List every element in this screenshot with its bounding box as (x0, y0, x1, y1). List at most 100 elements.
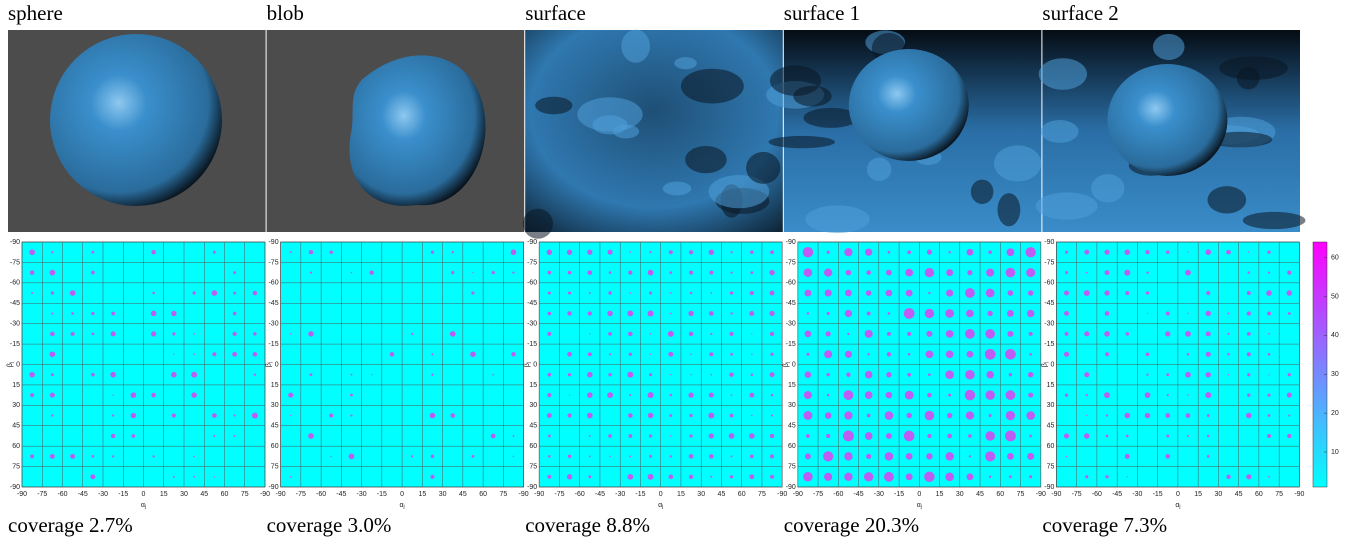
heat-blob (29, 372, 34, 377)
heat-blob (866, 270, 871, 275)
heat-blob (1065, 393, 1068, 396)
heat-blob (908, 353, 910, 355)
heat-blob (1085, 475, 1088, 478)
heat-blob (290, 476, 292, 478)
heat-blob (308, 331, 313, 336)
heat-blob (688, 393, 693, 398)
heat-blob (730, 414, 734, 418)
heat-blob (770, 311, 775, 316)
heat-blob (630, 292, 632, 294)
heat-blob (650, 333, 651, 334)
heat-blob (1006, 268, 1016, 278)
heat-blob (608, 373, 611, 376)
x-tick-label: -90 (276, 491, 286, 498)
heat-blob (431, 374, 433, 376)
heat-blob (669, 250, 673, 254)
heat-blob (1267, 251, 1270, 254)
heat-blob (472, 455, 475, 458)
heat-blob (690, 374, 691, 375)
heat-blob (308, 433, 314, 439)
heat-blob (513, 435, 515, 437)
heat-blob (1185, 372, 1191, 378)
y-tick-label: 60 (12, 443, 20, 450)
heat-blob (926, 331, 932, 337)
heat-blob (253, 352, 258, 357)
heat-blob (350, 394, 353, 397)
heat-blob (1187, 435, 1189, 437)
heat-blob (669, 414, 672, 417)
heat-blob (906, 473, 913, 480)
y-tick-label: 30 (271, 402, 279, 409)
heat-blob (1125, 291, 1129, 295)
x-tick-label: 75 (758, 491, 766, 498)
y-tick-label: -15 (1044, 341, 1054, 348)
heat-blob (967, 270, 972, 275)
heat-blob (112, 455, 114, 457)
heat-blob (30, 270, 34, 274)
heat-blob (805, 453, 811, 459)
heat-blob (214, 476, 215, 477)
heat-blob (867, 414, 871, 418)
heat-blob (1165, 413, 1170, 418)
heat-blob (492, 271, 495, 274)
heat-blob (749, 433, 754, 438)
heat-blob (548, 292, 551, 295)
heat-blob (587, 413, 593, 419)
heat-blob (1187, 252, 1188, 253)
heat-blob (925, 411, 935, 421)
x-tick-label: -30 (615, 491, 625, 498)
x-tick-label: 45 (459, 491, 467, 498)
heat-blob (884, 472, 894, 482)
heat-blob (29, 249, 35, 255)
heat-blob (1247, 373, 1250, 376)
heat-blob (886, 270, 892, 276)
heat-blob (330, 456, 332, 458)
y-tick-label: -90 (786, 484, 796, 491)
coverage: coverage 2.7% (8, 513, 133, 537)
heat-blob (472, 272, 473, 273)
heat-blob (709, 271, 713, 275)
x-axis-label: αj (1175, 502, 1180, 510)
x-tick-label: -45 (853, 491, 863, 498)
y-axis-label: βj (524, 362, 532, 367)
heat-blob (131, 413, 136, 418)
heat-blob (1026, 268, 1035, 277)
heat-blob (252, 413, 258, 419)
heat-blob (1026, 411, 1035, 420)
heat-blob (1146, 271, 1148, 273)
heat-blob (945, 309, 954, 318)
y-tick-label: -15 (10, 341, 20, 348)
x-tick-label: -45 (78, 491, 88, 498)
heat-blob (1124, 270, 1130, 276)
heat-blob (629, 394, 631, 396)
heat-blob (770, 454, 774, 458)
heat-blob (649, 434, 652, 437)
heat-blob (609, 271, 612, 274)
heat-blob (1165, 331, 1170, 336)
y-axis-label: βj (783, 362, 791, 367)
heat-blob (172, 332, 175, 335)
y-tick-label: -90 (527, 239, 537, 246)
y-tick-label: -75 (1044, 259, 1054, 266)
surface-bump (994, 145, 1041, 181)
heat-blob (844, 411, 852, 419)
heat-blob (1127, 476, 1128, 477)
heat-blob (648, 413, 653, 418)
x-tick-label: -15 (118, 491, 128, 498)
heat-blob (1124, 249, 1130, 255)
heat-blob (804, 290, 811, 297)
heat-blob (885, 452, 894, 461)
y-tick-label: -60 (268, 280, 278, 287)
y-tick-label: 15 (788, 382, 796, 389)
y-tick-label: -30 (268, 321, 278, 328)
heat-blob (568, 373, 571, 376)
heat-blob (609, 456, 610, 457)
x-tick-label: -90 (519, 491, 529, 498)
heat-blob (1106, 414, 1108, 416)
heat-blob (513, 456, 514, 457)
x-axis-subscript: j (403, 504, 405, 510)
heat-blob (906, 413, 911, 418)
heat-blob (804, 268, 813, 277)
heat-blob (966, 411, 974, 419)
heat-blob (50, 393, 55, 398)
